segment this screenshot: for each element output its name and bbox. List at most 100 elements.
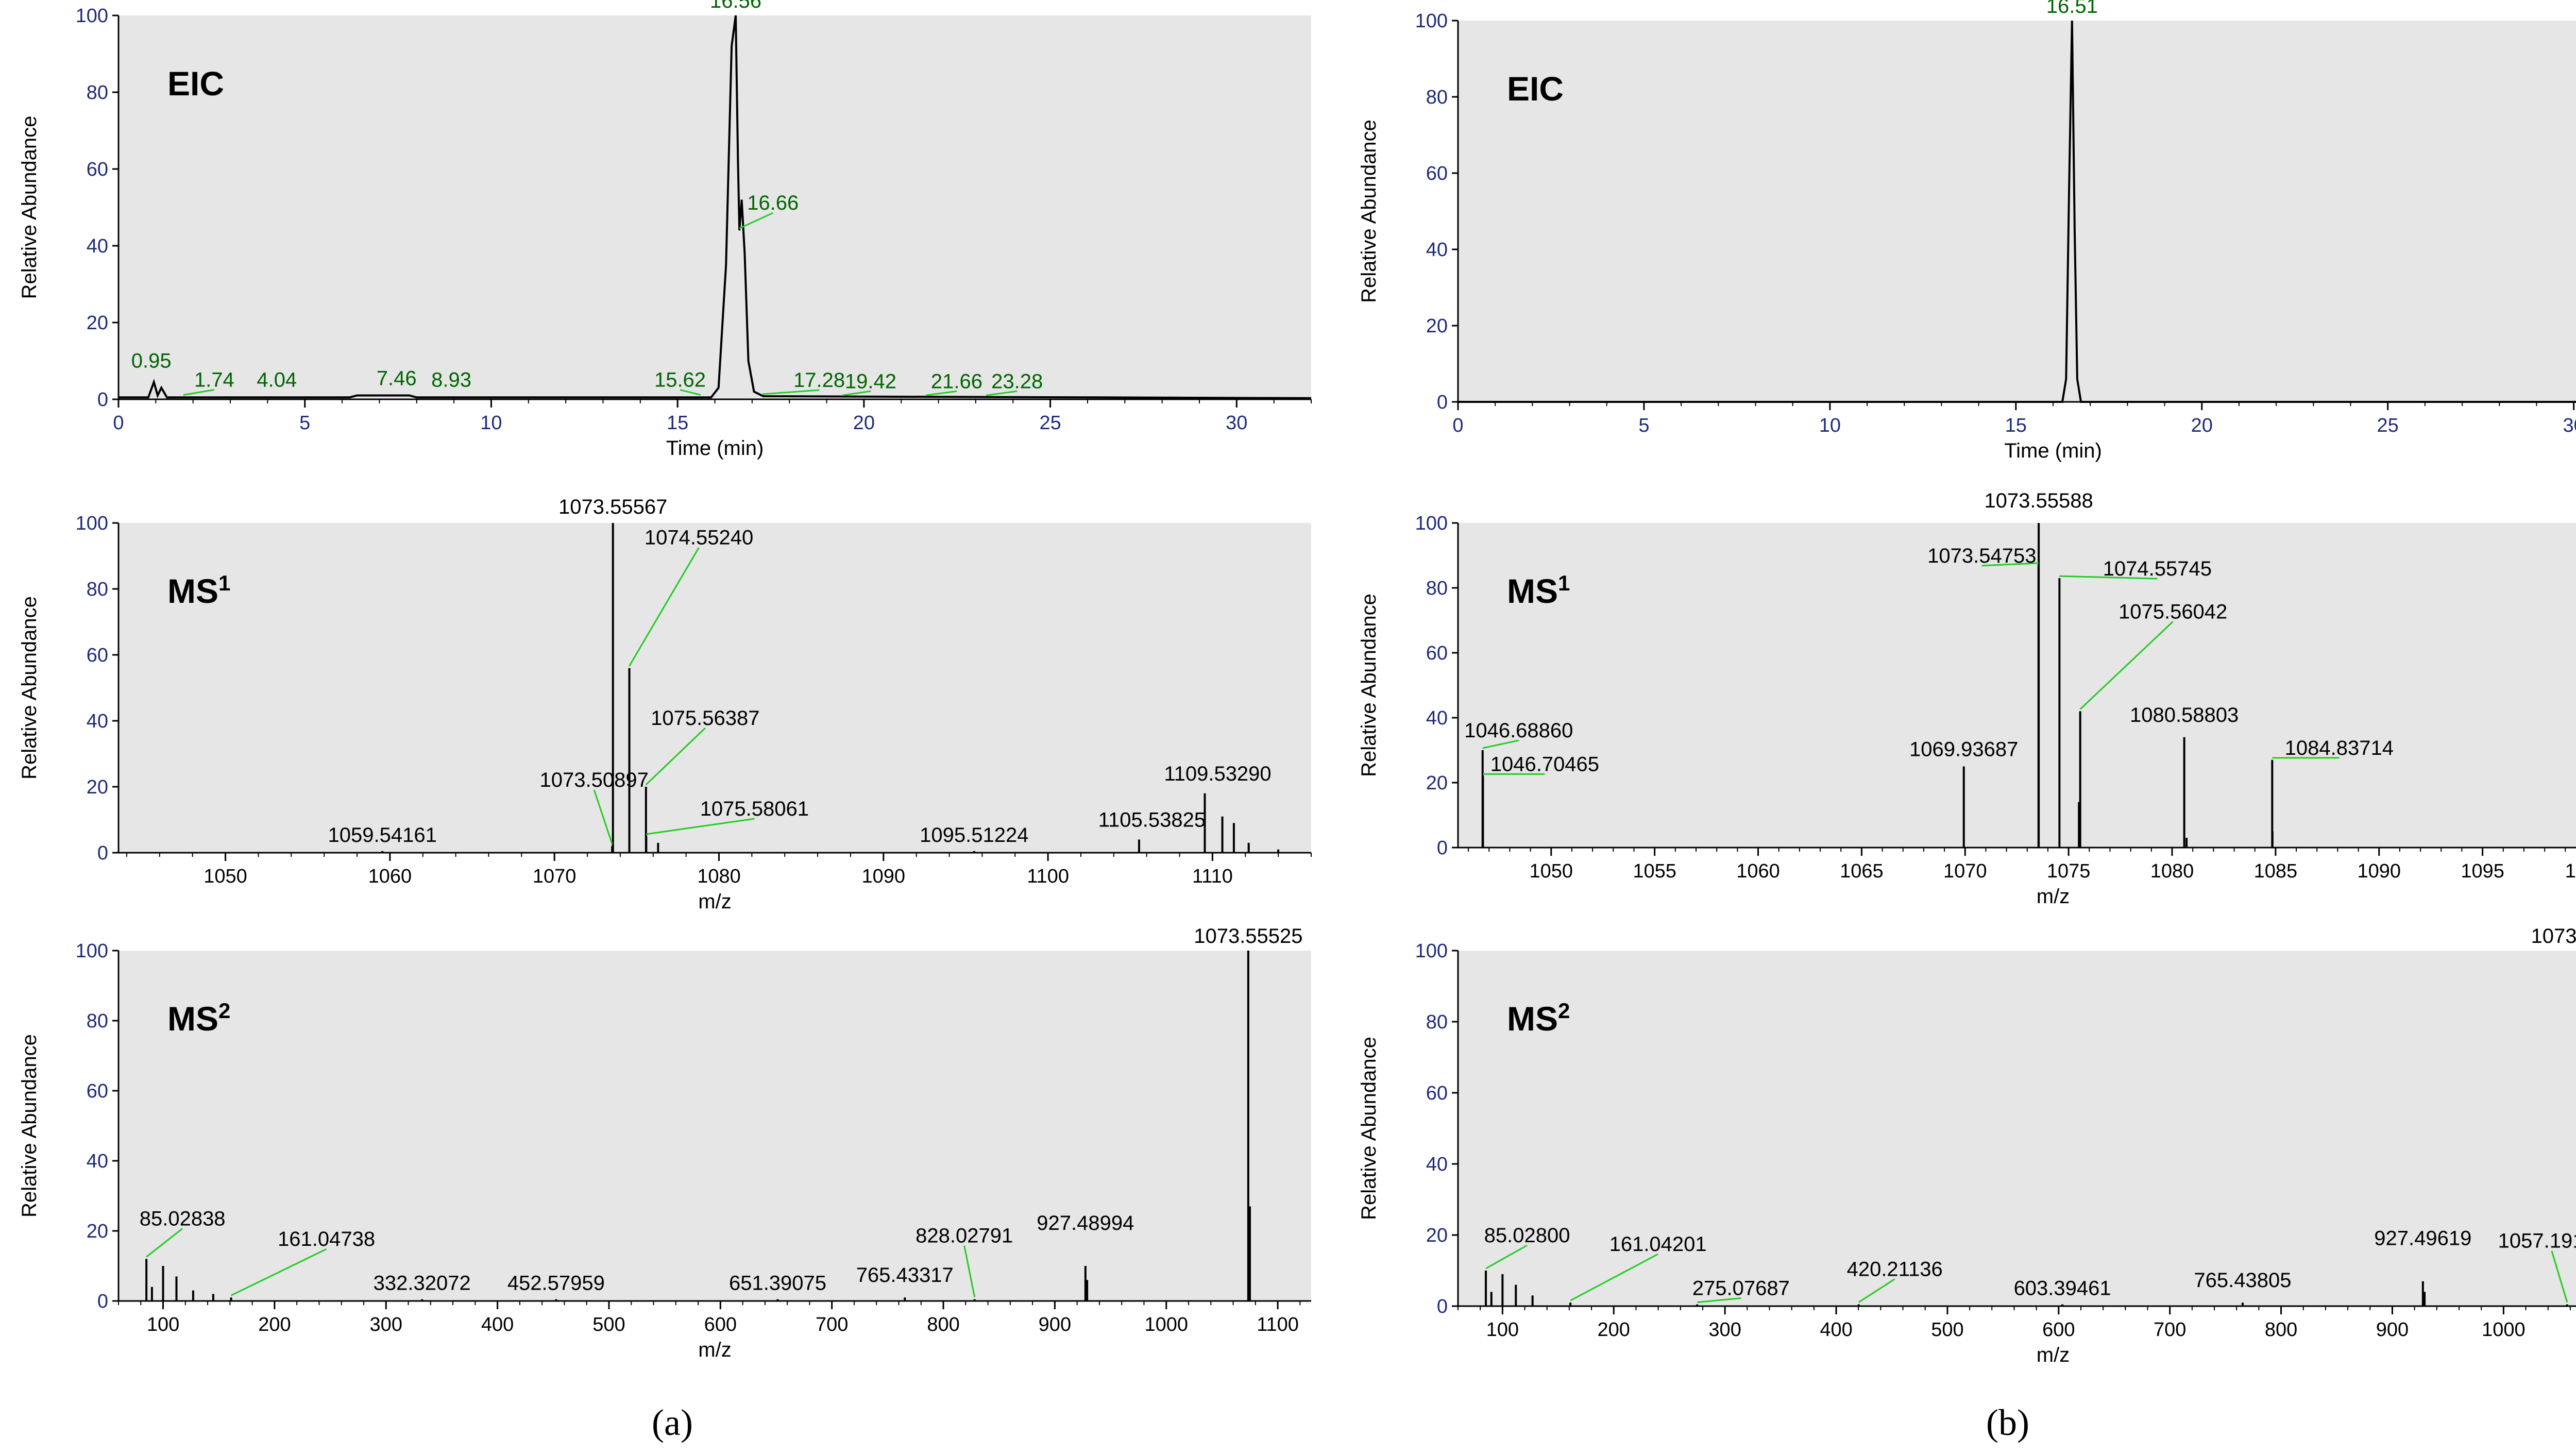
peak-label: 8.93 bbox=[431, 369, 471, 392]
y-tick-label: 60 bbox=[1426, 643, 1448, 664]
x-tick-label: 1080 bbox=[697, 866, 741, 887]
y-axis-label: Relative Abundance bbox=[1358, 1037, 1380, 1220]
y-tick-label: 100 bbox=[76, 513, 108, 534]
label-leader-line bbox=[1482, 739, 1519, 749]
peak-label: 828.02791 bbox=[916, 1225, 1013, 1247]
x-tick-label: 900 bbox=[2376, 1319, 2409, 1341]
y-tick-label: 20 bbox=[87, 312, 108, 334]
label-leader-line bbox=[1981, 562, 2039, 567]
peak-label: 1.74 bbox=[194, 369, 234, 392]
x-tick-label: 1100 bbox=[1027, 866, 1069, 887]
x-tick-label: 100 bbox=[147, 1314, 179, 1335]
plot-area bbox=[1458, 21, 2576, 402]
label-leader-line bbox=[1697, 1297, 1741, 1304]
x-tick-label: 500 bbox=[1931, 1319, 1963, 1341]
peak-label: 23.28 bbox=[991, 370, 1043, 393]
y-tick-label: 80 bbox=[1426, 578, 1448, 599]
x-tick-label: 15 bbox=[667, 412, 688, 434]
b-eic-plot: 0 20 40 60 80 100 0 5 10 15 20 25 30 Time (min) Relati… bbox=[1358, 0, 2576, 462]
y-tick-label: 20 bbox=[1426, 772, 1448, 794]
y-tick-label: 40 bbox=[87, 235, 108, 257]
y-tick-label: 40 bbox=[1426, 707, 1448, 729]
x-tick-label: 300 bbox=[370, 1314, 402, 1335]
y-tick-label: 0 bbox=[97, 1291, 108, 1312]
peak-label: 1075.56042 bbox=[2119, 600, 2227, 623]
x-tick-label: 15 bbox=[2005, 415, 2027, 436]
x-tick-label: 30 bbox=[2563, 415, 2576, 436]
y-tick-label: 60 bbox=[87, 1080, 108, 1102]
peak-label: 1075.58061 bbox=[700, 798, 809, 820]
x-tick-label: 30 bbox=[1226, 412, 1247, 434]
x-axis-label: Time (min) bbox=[2004, 439, 2102, 462]
peak-label: 16.51 bbox=[2046, 0, 2098, 18]
label-leader-line bbox=[230, 1248, 327, 1296]
x-tick-label: 1050 bbox=[204, 866, 247, 887]
peak-label: 1073.55945 bbox=[2531, 925, 2576, 948]
peak-label: 1073.55567 bbox=[558, 496, 667, 518]
label-leader-line bbox=[2551, 1250, 2568, 1303]
x-axis-label: m/z bbox=[698, 1339, 731, 1361]
label-leader-line bbox=[183, 389, 215, 396]
y-tick-label: 0 bbox=[97, 389, 108, 411]
x-tick-label: 1060 bbox=[368, 866, 412, 887]
x-tick-label: 300 bbox=[1708, 1319, 1741, 1341]
label-leader-line bbox=[1570, 1253, 1658, 1301]
y-tick-label: 0 bbox=[1437, 1296, 1448, 1317]
y-tick-label: 100 bbox=[1415, 513, 1448, 534]
y-tick-label: 60 bbox=[87, 645, 108, 666]
y-axis-label: Relative Abundance bbox=[18, 1034, 41, 1218]
y-tick-label: 100 bbox=[1415, 10, 1448, 32]
a-eic-plot: 0 20 40 60 80 100 0 5 10 15 20 25 30 Time (min) Relati… bbox=[18, 0, 1312, 460]
x-tick-label: 1070 bbox=[533, 866, 577, 887]
panel-label-b: (b) bbox=[1986, 1402, 2029, 1443]
peak-label: 7.46 bbox=[377, 367, 417, 390]
x-tick-label: 1065 bbox=[1840, 860, 1884, 882]
x-tick-label: 1080 bbox=[2150, 860, 2194, 882]
peak-label: 1057.19112 bbox=[2498, 1230, 2576, 1253]
y-axis-label: Relative Abundance bbox=[18, 596, 41, 780]
peak-label: 85.02838 bbox=[140, 1207, 226, 1230]
label-leader-line bbox=[739, 212, 773, 229]
plot-area bbox=[118, 951, 1311, 1301]
peak-label: 161.04738 bbox=[278, 1228, 375, 1250]
peak-label: 19.42 bbox=[845, 370, 896, 393]
peak-label: 161.04201 bbox=[1609, 1233, 1707, 1256]
peak-label: 1059.54161 bbox=[328, 824, 437, 847]
x-tick-label: 5 bbox=[1638, 415, 1649, 436]
peak-label: 21.66 bbox=[931, 370, 982, 393]
peak-label: 1046.70465 bbox=[1490, 753, 1599, 775]
y-tick-label: 0 bbox=[97, 842, 108, 864]
x-tick-label: 1050 bbox=[1530, 860, 1573, 882]
plot-area bbox=[1458, 951, 2576, 1306]
plot-area bbox=[1458, 523, 2576, 848]
x-tick-label: 0 bbox=[113, 412, 124, 434]
x-tick-label: 700 bbox=[2154, 1319, 2186, 1341]
plot-title: EIC bbox=[167, 64, 224, 103]
peak-label: 1073.55525 bbox=[1194, 925, 1302, 948]
peak-label: 16.66 bbox=[747, 192, 799, 214]
x-tick-label: 100 bbox=[1486, 1319, 1519, 1341]
x-tick-label: 1100 bbox=[2565, 860, 2576, 882]
peak-label: 85.02800 bbox=[1484, 1224, 1570, 1247]
y-tick-label: 0 bbox=[1437, 837, 1448, 859]
label-leader-line bbox=[593, 789, 613, 844]
peak-label: 1069.93687 bbox=[1909, 738, 2018, 761]
y-tick-label: 20 bbox=[1426, 315, 1448, 337]
x-tick-label: 1090 bbox=[862, 866, 906, 887]
panel-label-a: (a) bbox=[652, 1402, 693, 1443]
peak-label: 1073.54753 bbox=[1927, 545, 2036, 567]
x-axis-label: Time (min) bbox=[666, 437, 764, 460]
label-leader-line bbox=[629, 547, 700, 667]
peak-label: 1046.68860 bbox=[1464, 719, 1573, 742]
plot-title-superscript: 2 bbox=[218, 999, 230, 1023]
peak-label: 1084.83714 bbox=[2285, 737, 2394, 759]
peak-label: 651.39075 bbox=[729, 1272, 826, 1295]
peak-label: 927.48994 bbox=[1037, 1212, 1134, 1235]
peak-label: 1075.56387 bbox=[651, 707, 759, 730]
label-leader-line bbox=[986, 390, 1018, 396]
x-tick-label: 5 bbox=[299, 412, 310, 434]
y-tick-label: 80 bbox=[1426, 87, 1448, 108]
plot-title-superscript: 1 bbox=[218, 571, 230, 595]
label-leader-line bbox=[762, 389, 820, 395]
